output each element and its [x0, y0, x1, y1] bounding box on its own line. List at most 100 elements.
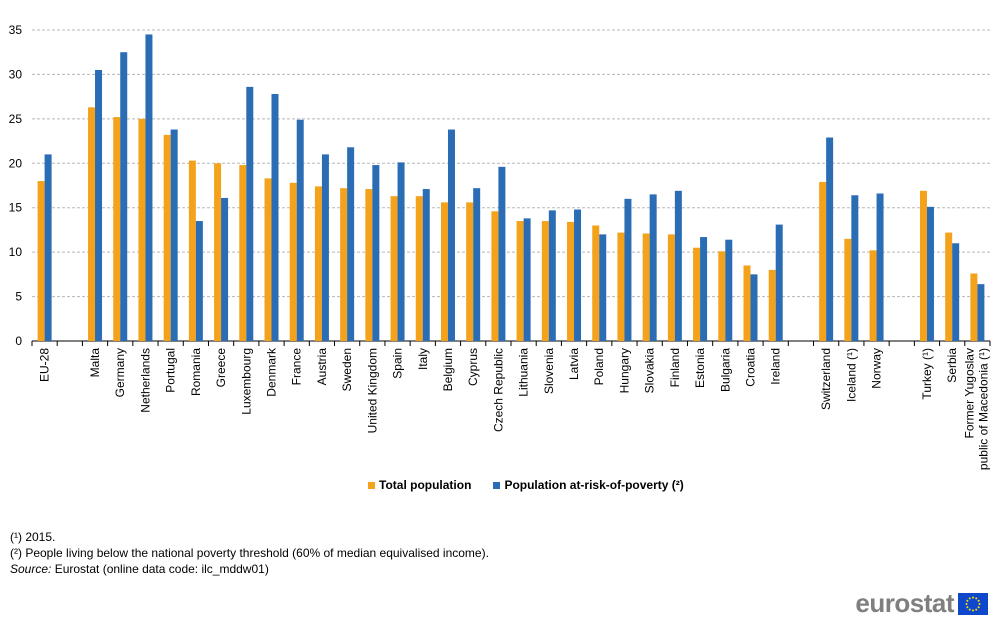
- x-tick-label-text: Ireland: [769, 348, 783, 385]
- x-tick-label-text: EU-28: [38, 348, 52, 382]
- y-tick-label: 30: [9, 67, 23, 81]
- x-tick-label-text: Turkey (¹): [920, 348, 934, 400]
- footnote-2: (²) People living below the national pov…: [10, 546, 489, 560]
- bar-risk: [649, 194, 657, 341]
- x-tick-label: Slovenia: [542, 348, 556, 394]
- bar-total: [567, 221, 575, 341]
- x-tick-label-text: Serbia: [945, 348, 959, 383]
- x-tick-label-line: Former Yugoslav: [962, 348, 976, 439]
- bar-risk: [120, 52, 128, 341]
- bar-total: [617, 232, 625, 341]
- bar-risk: [397, 162, 405, 341]
- bar-risk: [95, 69, 103, 341]
- bar-total: [869, 250, 877, 341]
- x-tick-label: Germany: [113, 348, 127, 397]
- legend: Total population Population at-risk-of-p…: [368, 478, 684, 492]
- bar-total: [88, 107, 96, 341]
- bar-total: [768, 269, 776, 341]
- bar-total: [415, 196, 423, 341]
- bar-total: [340, 188, 348, 341]
- bar-total: [37, 181, 45, 341]
- bar-risk: [447, 129, 455, 341]
- bars: [37, 34, 985, 342]
- x-tick-label: Hungary: [617, 348, 631, 393]
- flag-star: [978, 602, 981, 605]
- y-axis-ticks: 0 5 10 15 20 25 30 35: [9, 23, 23, 348]
- x-tick-label-text: Estonia: [693, 348, 707, 388]
- legend-swatch-risk: [493, 481, 501, 489]
- x-tick-label: Belgium: [441, 348, 455, 391]
- bar-risk: [347, 147, 355, 341]
- x-tick-label: Norway: [870, 348, 884, 389]
- x-tick-label: Switzerland: [819, 348, 833, 410]
- x-tick-label-text: Germany: [113, 348, 127, 397]
- flag-field: [958, 592, 988, 615]
- bar-total: [970, 273, 978, 341]
- bar-total: [163, 134, 171, 341]
- x-tick-label: Romania: [189, 348, 203, 396]
- footnote-1: (¹) 2015.: [10, 530, 56, 544]
- x-tick-label: Poland: [592, 348, 606, 385]
- x-tick-label-text: Portugal: [164, 348, 178, 393]
- bar-risk: [574, 209, 582, 341]
- bar-risk: [523, 218, 531, 341]
- bar-risk: [826, 137, 834, 341]
- x-tick-label: Greece: [214, 348, 228, 388]
- y-tick-label: 20: [9, 156, 23, 170]
- x-tick-label: Former Yugoslav Republic of Macedonia (¹): [962, 348, 990, 470]
- x-tick-label-text: Romania: [189, 348, 203, 396]
- bar-total: [592, 225, 600, 341]
- bar-risk: [926, 206, 934, 341]
- x-tick-label: Denmark: [265, 347, 279, 397]
- x-tick-label: Netherlands: [138, 348, 152, 413]
- bar-total: [718, 251, 726, 341]
- x-tick-label: Estonia: [693, 348, 707, 388]
- x-tick-label-text: Luxembourg: [239, 348, 253, 415]
- bar-total: [239, 165, 247, 341]
- x-tick-label-text: Bulgaria: [718, 348, 732, 392]
- x-tick-label-text: Hungary: [617, 348, 631, 393]
- bar-total: [743, 265, 751, 341]
- x-tick-label-text: Netherlands: [138, 348, 152, 413]
- bar-risk: [170, 129, 178, 341]
- bar-risk: [195, 221, 203, 341]
- bar-total: [642, 233, 650, 341]
- source-line: Source: Eurostat (online data code: ilc_…: [10, 561, 489, 577]
- y-tick-label: 0: [15, 334, 22, 348]
- bar-total: [844, 238, 852, 341]
- bar-total: [667, 234, 675, 341]
- bar-risk: [473, 188, 481, 341]
- flag-star: [977, 599, 980, 602]
- bar-total: [693, 247, 701, 341]
- legend-label-risk: Population at-risk-of-poverty (²): [504, 478, 684, 492]
- bar-total: [466, 202, 474, 341]
- x-axis-labels: EU-28 Malta Germany Netherlands Portugal Roma…: [38, 347, 991, 470]
- x-tick-label: Italy: [416, 348, 430, 370]
- bar-chart: 0 5 10 15 20 25 30 35 EU-28 Malta Germany Netherla…: [9, 23, 991, 470]
- x-tick-label: Latvia: [567, 348, 581, 380]
- eurostat-logo: eurostat: [855, 588, 988, 619]
- x-tick-label-text: Malta: [88, 348, 102, 378]
- bar-total: [945, 232, 953, 341]
- x-tick-label: Slovakia: [643, 348, 657, 394]
- x-tick-label-text: Switzerland: [819, 348, 833, 410]
- bar-total: [819, 181, 827, 341]
- y-tick-label: 10: [9, 245, 23, 259]
- flag-star: [966, 605, 969, 608]
- bar-total: [491, 211, 499, 341]
- x-tick-label-text: Austria: [315, 348, 329, 386]
- x-tick-label: Bulgaria: [718, 348, 732, 392]
- bar-risk: [296, 119, 304, 341]
- source-text: Eurostat (online data code: ilc_mddw01): [51, 562, 269, 576]
- bar-risk: [498, 166, 506, 341]
- x-tick-label: Sweden: [340, 348, 354, 391]
- x-tick-label-text: Slovakia: [643, 348, 657, 394]
- x-tick-label: Czech Republic: [491, 348, 505, 432]
- flag-star: [972, 596, 974, 598]
- x-tick-label: Cyprus: [466, 348, 480, 386]
- y-tick-label: 35: [9, 23, 23, 37]
- eu-flag-icon: [958, 592, 988, 615]
- bar-risk: [548, 210, 556, 341]
- bar-total: [440, 202, 448, 341]
- x-tick-label-text: Iceland (¹): [844, 348, 858, 402]
